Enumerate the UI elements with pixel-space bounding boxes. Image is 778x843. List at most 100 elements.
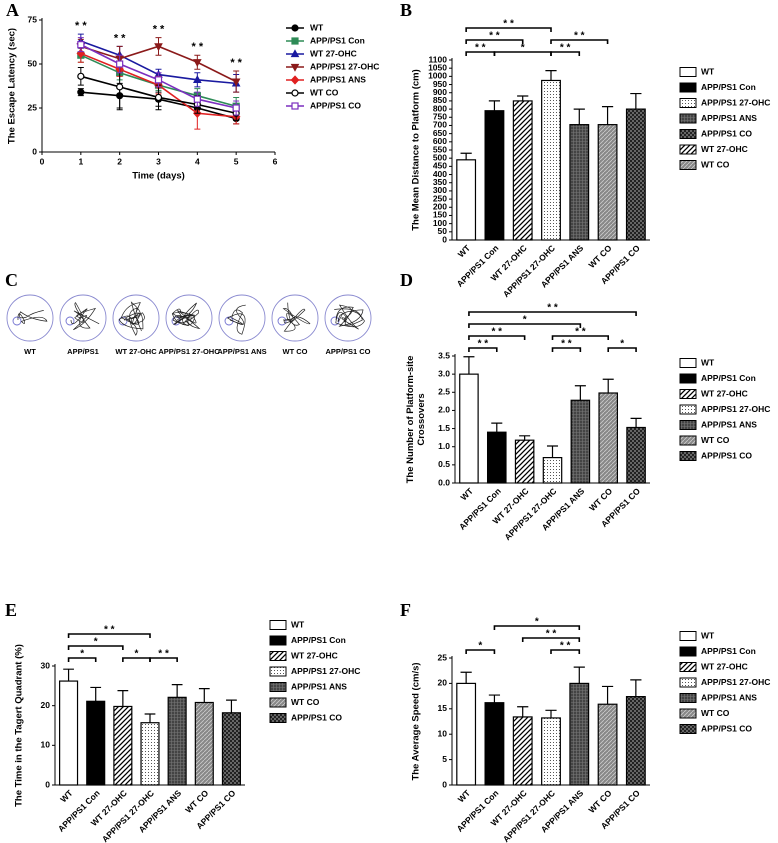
- legend-label: WT: [291, 619, 305, 629]
- track-label: APP/PS1 CO: [325, 347, 370, 356]
- y-tick-label: 50: [438, 226, 448, 236]
- pool: [218, 294, 266, 342]
- panel-letter: A: [6, 0, 19, 20]
- y-tick-label: 3.0: [438, 368, 450, 378]
- bar: [598, 392, 619, 484]
- legend-label: APP/PS1 27-OHC: [701, 97, 770, 107]
- legend-label: APP/PS1 CO: [701, 450, 752, 460]
- track-label: WT: [24, 347, 36, 356]
- bar: [459, 373, 479, 484]
- error-bar: [519, 435, 531, 441]
- x-tick-label: WT: [459, 485, 476, 502]
- significance-label: * *: [547, 303, 558, 314]
- legend-swatch: [679, 129, 697, 139]
- significance-label: * *: [104, 625, 115, 636]
- error-bar: [460, 671, 472, 684]
- bar: [486, 431, 507, 484]
- significance-label: * *: [114, 32, 126, 44]
- legend-swatch: [679, 98, 697, 108]
- marker: [193, 95, 201, 103]
- pool: [6, 294, 54, 342]
- legend-swatch: [679, 662, 697, 672]
- series: [77, 37, 240, 116]
- significance-bracket: [521, 637, 581, 642]
- error-bar: [601, 685, 614, 705]
- error-bar: [198, 688, 210, 703]
- legend-label: WT: [310, 22, 324, 32]
- legend-label: APP/PS1 CO: [701, 128, 752, 138]
- legend-swatch: [679, 646, 697, 657]
- legend-swatch: [679, 677, 697, 688]
- error-bar: [517, 95, 529, 101]
- legend-label: APP/PS1 CO: [701, 723, 752, 733]
- panel-letter: B: [400, 0, 412, 20]
- legend-label: WT 27-OHC: [701, 388, 748, 398]
- significance-label: *: [521, 43, 525, 54]
- legend-swatch: [269, 666, 287, 677]
- y-tick-label: 25: [438, 652, 448, 662]
- error-bar: [602, 378, 614, 394]
- y-tick-label: 1.0: [438, 441, 450, 451]
- legend-label: WT 27-OHC: [701, 661, 748, 671]
- significance-label: *: [80, 649, 84, 660]
- marker: [290, 63, 300, 72]
- y-tick-label: 650: [433, 128, 447, 138]
- bar: [597, 703, 618, 786]
- marker: [77, 72, 85, 80]
- error-bar: [491, 422, 503, 433]
- y-tick-label: 15: [438, 703, 448, 713]
- bar: [113, 705, 133, 786]
- significance-bracket: [551, 335, 610, 340]
- x-tick-label: 1: [78, 156, 83, 166]
- legend-label: APP/PS1 CO: [310, 100, 361, 110]
- error-bar: [488, 100, 501, 111]
- y-tick-label: 30: [41, 660, 51, 670]
- error-bar: [545, 70, 557, 81]
- legend-swatch: [679, 420, 697, 430]
- bar: [625, 696, 646, 786]
- marker: [154, 93, 163, 102]
- y-tick-label: 500: [433, 152, 447, 162]
- significance-label: * *: [575, 327, 586, 338]
- bar: [514, 439, 535, 484]
- significance-label: * *: [560, 43, 571, 54]
- platform: [277, 316, 287, 326]
- y-tick-label: 50: [28, 58, 38, 68]
- significance-bracket: [468, 323, 582, 328]
- y-tick-label: 0: [442, 779, 447, 789]
- significance-label: *: [134, 649, 138, 660]
- legend-swatch: [679, 451, 697, 461]
- legend-label: WT CO: [701, 435, 730, 445]
- marker: [77, 41, 85, 49]
- x-tick-label: WT CO: [586, 788, 613, 815]
- significance-label: *: [478, 641, 482, 652]
- y-tick-label: 150: [433, 210, 447, 220]
- legend-swatch: [269, 620, 287, 630]
- swim-track: [324, 294, 372, 342]
- marker: [290, 75, 300, 85]
- bar: [221, 712, 241, 786]
- swim-path: [70, 302, 100, 331]
- bar: [626, 426, 646, 484]
- legend-swatch: [269, 651, 287, 661]
- error-bar: [546, 445, 559, 458]
- legend-label: WT 27-OHC: [291, 650, 338, 660]
- marker: [291, 102, 299, 110]
- marker: [116, 60, 124, 68]
- legend-label: WT 27-OHC: [310, 48, 357, 58]
- legend-swatch: [269, 697, 287, 708]
- error-bar: [573, 666, 585, 684]
- legend-label: WT: [701, 66, 715, 76]
- significance-label: * *: [478, 339, 489, 350]
- marker: [291, 89, 299, 97]
- x-tick-label: APP/PS1 27-OHC: [501, 788, 557, 843]
- significance-bracket: [468, 335, 526, 340]
- significance-bracket: [149, 657, 178, 662]
- track-label: APP/PS1: [67, 347, 99, 356]
- significance-label: * *: [574, 31, 585, 42]
- y-tick-label: 3.5: [438, 350, 450, 360]
- bar: [484, 110, 505, 241]
- y-tick-label: 850: [433, 95, 447, 105]
- legend-label: WT 27-OHC: [701, 144, 748, 154]
